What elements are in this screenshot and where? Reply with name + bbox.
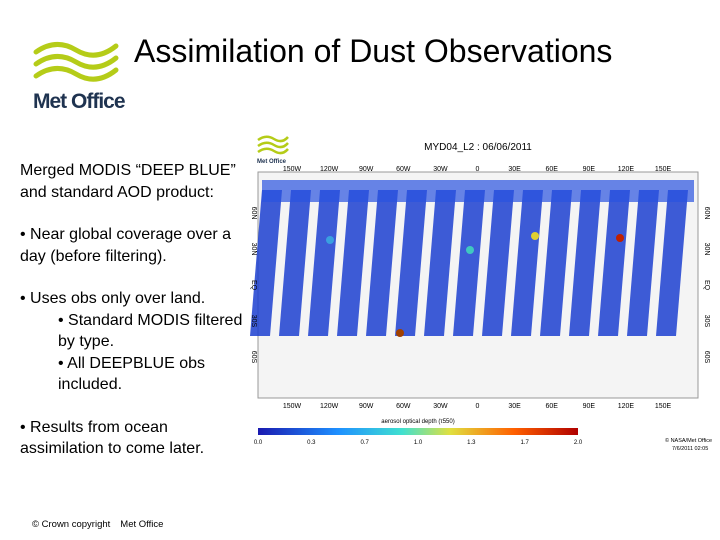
slide-body: Merged MODIS “DEEP BLUE” and standard AO… xyxy=(20,160,248,481)
organisation: Met Office xyxy=(120,519,164,530)
lon-label: 30W xyxy=(433,403,448,410)
swath xyxy=(656,190,688,336)
swath xyxy=(453,190,485,336)
swath xyxy=(366,190,398,336)
lat-label: 60S xyxy=(703,351,710,364)
copyright: © Crown copyright xyxy=(32,519,111,530)
lon-label: 150E xyxy=(655,166,672,173)
land-patch xyxy=(262,180,694,202)
bullet: • Near global coverage over a day (befor… xyxy=(20,226,232,265)
timestamp: 7/6/2011 02:05 xyxy=(672,446,708,452)
swath xyxy=(308,190,340,336)
sub-bullet: • All DEEPBLUE obs included. xyxy=(58,354,205,394)
colorbar-tick-label: 0.0 xyxy=(254,440,263,446)
lat-label: 60N xyxy=(250,207,257,220)
swath xyxy=(279,190,311,336)
lon-label: 30E xyxy=(508,403,521,410)
slide-title: Assimilation of Dust Observations xyxy=(134,33,613,69)
swath xyxy=(598,190,630,336)
swath xyxy=(482,190,514,336)
lon-label: 90W xyxy=(359,403,374,410)
swath xyxy=(337,190,369,336)
swath xyxy=(395,190,427,336)
aod-hotspot xyxy=(616,234,624,242)
lat-label: 30N xyxy=(703,243,710,256)
lat-label: EQ xyxy=(703,280,710,291)
figure-logo-text: Met Office xyxy=(257,159,287,165)
lon-label: 120W xyxy=(320,403,339,410)
colorbar-tick-label: 2.0 xyxy=(574,440,583,446)
footer: © Crown copyright Met Office xyxy=(32,519,163,530)
colorbar-tick-label: 1.7 xyxy=(520,440,529,446)
lon-label: 120E xyxy=(618,403,635,410)
credit: © NASA/Met Office xyxy=(665,437,712,444)
figure-title: MYD04_L2 : 06/06/2011 xyxy=(424,142,532,153)
lat-label: 30S xyxy=(703,315,710,328)
bullet: • Uses obs only over land. xyxy=(20,290,206,307)
aod-hotspot xyxy=(326,236,334,244)
colorbar-tick-label: 1.0 xyxy=(414,440,423,446)
colorbar-label: aerosol optical depth (τ550) xyxy=(381,419,454,425)
lon-label: 30W xyxy=(433,166,448,173)
sub-bullet: • Standard MODIS filtered by type. xyxy=(58,311,243,351)
lon-label: 90E xyxy=(583,403,596,410)
lat-label: 30N xyxy=(250,243,257,256)
swath xyxy=(569,190,601,336)
lon-label: 0 xyxy=(476,166,480,173)
aod-hotspot xyxy=(531,232,539,240)
lon-label: 90E xyxy=(583,166,596,173)
bullet: • Results from ocean assimilation to com… xyxy=(20,418,205,458)
lon-label: 90W xyxy=(359,166,374,173)
lon-label: 120W xyxy=(320,166,339,173)
lon-label: 60E xyxy=(545,403,558,410)
lon-label: 120E xyxy=(618,166,635,173)
lon-label: 60W xyxy=(396,166,411,173)
lat-label: EQ xyxy=(250,280,257,291)
lon-label: 0 xyxy=(476,403,480,410)
lon-label: 150W xyxy=(283,403,302,410)
colorbar-tick-label: 1.3 xyxy=(467,440,476,446)
colorbar-tick-label: 0.7 xyxy=(360,440,369,446)
lat-label: 30S xyxy=(250,315,257,328)
colorbar-tick-label: 0.3 xyxy=(307,440,316,446)
met-office-logo xyxy=(33,42,119,82)
lat-label: 60N xyxy=(703,207,710,220)
aod-hotspot xyxy=(466,246,474,254)
swath xyxy=(250,190,282,336)
lon-label: 60W xyxy=(396,403,411,410)
lon-label: 150W xyxy=(283,166,302,173)
small-logo xyxy=(257,135,289,155)
lon-label: 60E xyxy=(545,166,558,173)
aod-hotspot xyxy=(396,329,404,337)
swath xyxy=(627,190,659,336)
intro: Merged MODIS “DEEP BLUE” and standard AO… xyxy=(20,162,236,201)
lat-label: 60S xyxy=(250,351,257,364)
logo-text: Met Office xyxy=(33,90,126,113)
swath xyxy=(511,190,543,336)
swath xyxy=(424,190,456,336)
lon-label: 30E xyxy=(508,166,521,173)
swath xyxy=(540,190,572,336)
aod-swaths xyxy=(250,180,694,337)
lon-label: 150E xyxy=(655,403,672,410)
colorbar xyxy=(258,428,578,435)
